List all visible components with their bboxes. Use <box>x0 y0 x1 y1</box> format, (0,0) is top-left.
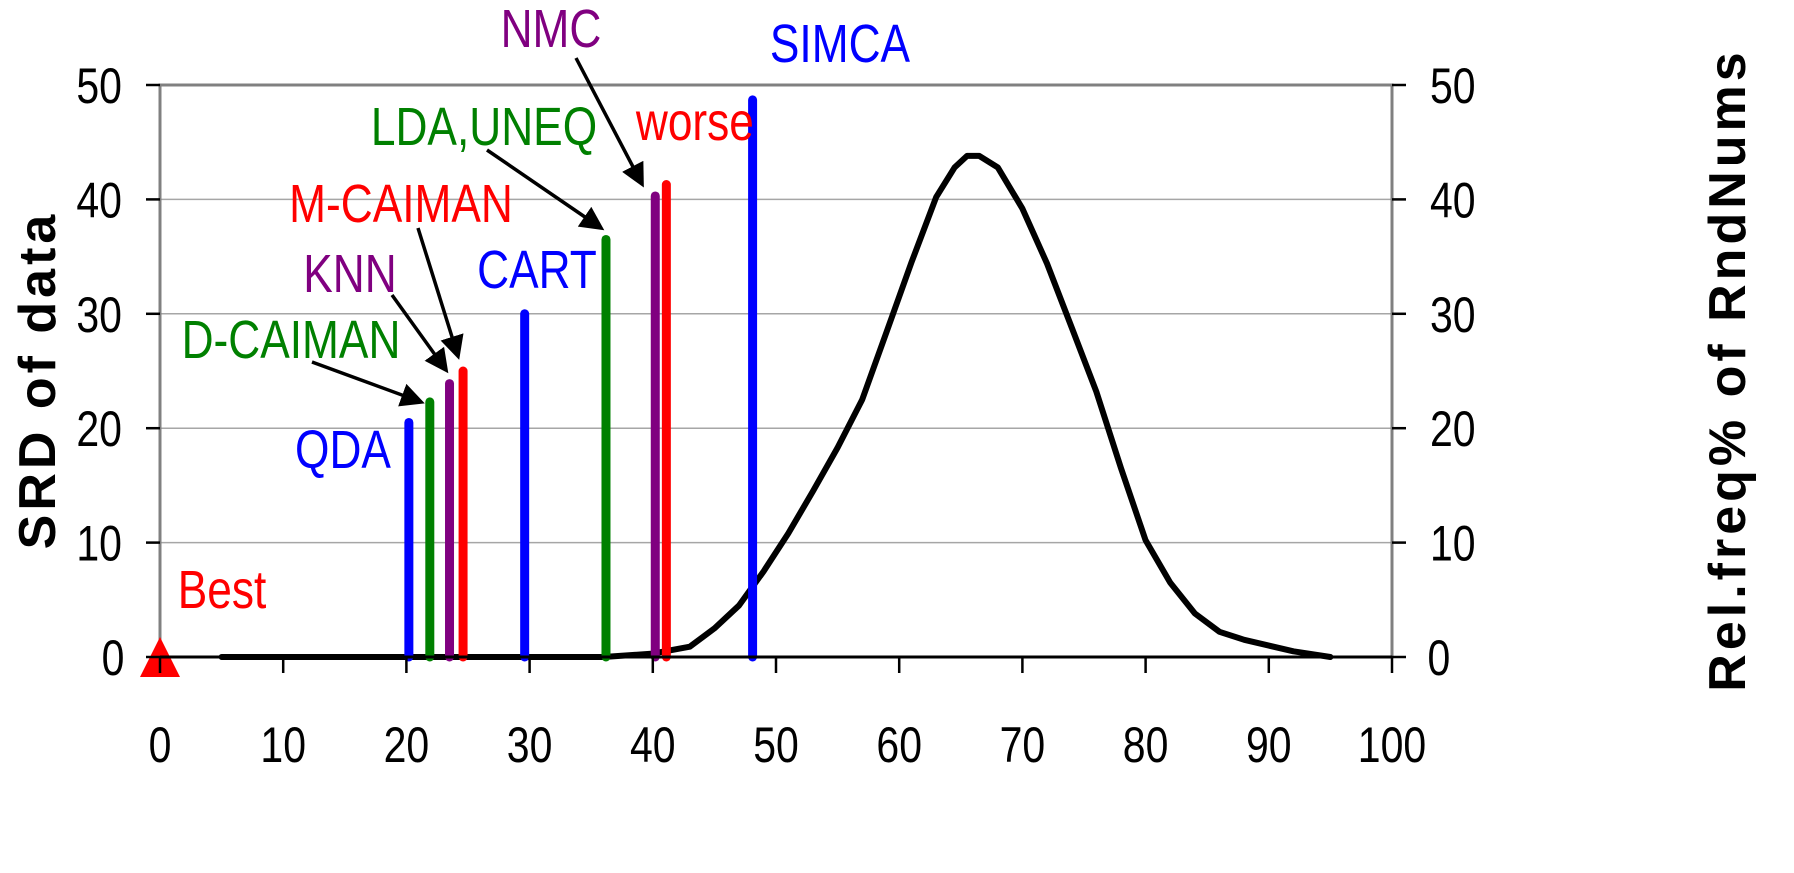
y-tick-label-0: 0 <box>102 630 125 686</box>
arrow-d-caiman <box>311 360 425 407</box>
y2-axis-title: Rel.freq% of RndNums <box>1699 48 1757 691</box>
label-simca: SIMCA <box>770 14 910 74</box>
y-tick-label-1: 10 <box>76 516 122 572</box>
y2-tick-label-0: 0 <box>1428 630 1451 686</box>
axes <box>146 83 1406 673</box>
y2-tick-label-5: 50 <box>1430 58 1476 114</box>
x-tick-label-7: 70 <box>1000 717 1046 773</box>
y2-tick-label-3: 30 <box>1430 287 1476 343</box>
x-tick-label-10: 100 <box>1358 717 1426 773</box>
x-tick-label-9: 90 <box>1246 717 1292 773</box>
y-axis-title: SRD of data <box>9 211 67 550</box>
x-tick-label-6: 60 <box>876 717 922 773</box>
arrow-knn <box>390 293 449 374</box>
y2-tick-label-1: 10 <box>1430 516 1476 572</box>
label-best: Best <box>178 560 267 620</box>
label-arrows <box>311 57 644 407</box>
x-tick-label-2: 20 <box>384 717 430 773</box>
x-tick-label-0: 0 <box>149 717 172 773</box>
y-tick-label-4: 40 <box>76 173 122 229</box>
x-tick-label-5: 50 <box>753 717 799 773</box>
x-tick-label-1: 10 <box>260 717 306 773</box>
label-nmc: NMC <box>501 0 602 59</box>
x-tick-label-3: 30 <box>507 717 553 773</box>
y-tick-label-2: 20 <box>76 401 122 457</box>
label-qda: QDA <box>295 420 391 480</box>
x-tick-label-4: 40 <box>630 717 676 773</box>
plot-area-frame <box>158 83 1394 659</box>
frequency-curve-layer <box>218 152 1334 660</box>
method-bars <box>140 95 758 677</box>
label-worse: worse <box>635 92 754 152</box>
label-m-caiman: M-CAIMAN <box>289 174 513 234</box>
label-knn: KNN <box>303 244 396 304</box>
y-tick-label-3: 30 <box>76 287 122 343</box>
label-lda-uneq: LDA,UNEQ <box>371 97 597 157</box>
y2-tick-label-4: 40 <box>1430 173 1476 229</box>
label-d-caiman: D-CAIMAN <box>182 310 401 370</box>
y2-tick-label-2: 20 <box>1430 401 1476 457</box>
arrow-m-caiman <box>416 227 464 360</box>
y-tick-label-5: 50 <box>76 58 122 114</box>
tick-labels: 0 10 20 30 40 50 60 70 80 90 100010203040500102030… <box>76 58 1475 773</box>
arrow-lda-uneq <box>486 148 605 231</box>
frequency-curve-line-0 <box>218 152 1334 660</box>
label-cart: CART <box>477 240 597 300</box>
x-tick-label-8: 80 <box>1123 717 1169 773</box>
arrow-nmc <box>574 57 644 188</box>
